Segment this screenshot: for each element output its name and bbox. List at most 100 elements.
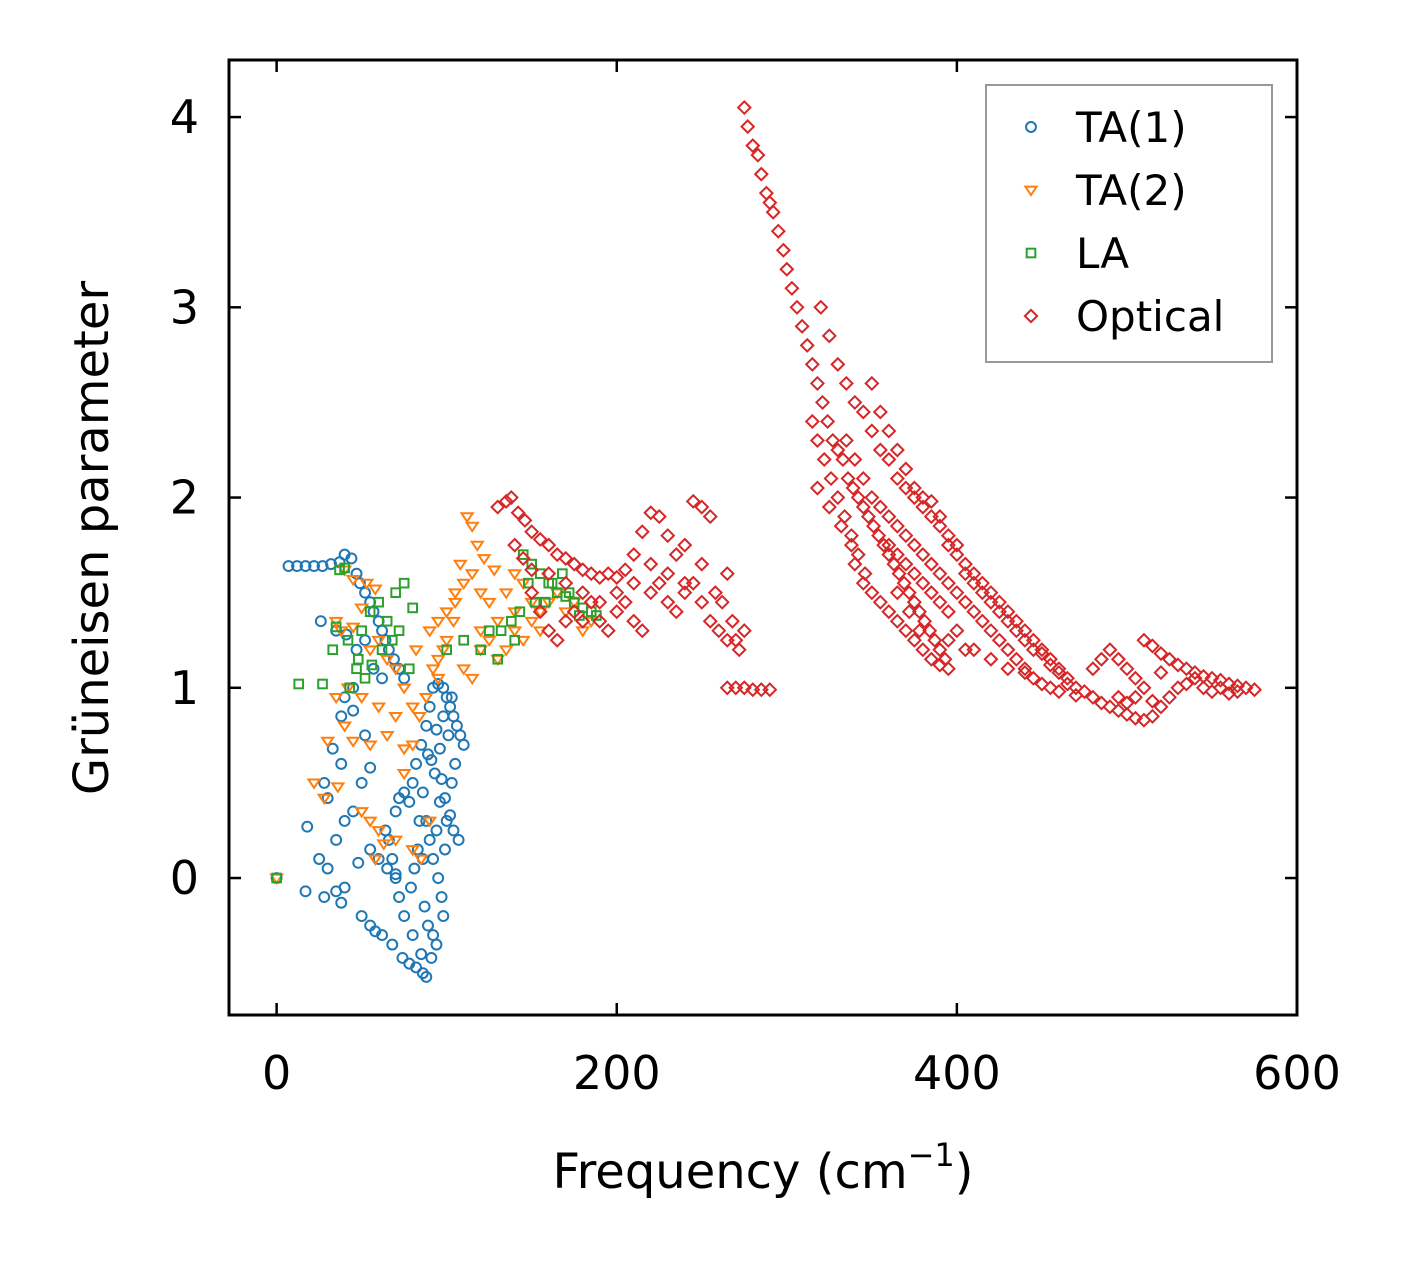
point-square	[534, 568, 546, 579]
point-diamond	[515, 550, 531, 566]
point-diamond	[940, 632, 956, 648]
point-diamond	[583, 566, 599, 582]
point-triangle-down	[490, 616, 506, 629]
point-diamond	[1119, 695, 1135, 711]
point-diamond	[784, 280, 800, 296]
point-triangle-down	[330, 782, 346, 794]
point-diamond	[1110, 703, 1126, 719]
point-diamond	[1229, 678, 1246, 694]
point-square	[509, 634, 521, 646]
point-triangle-down	[459, 512, 475, 524]
point-square	[373, 596, 384, 608]
point-diamond	[821, 328, 837, 344]
point-diamond	[1042, 657, 1058, 673]
point-circle	[299, 560, 312, 572]
point-circle	[444, 809, 457, 822]
plot-frame	[227, 58, 1299, 1017]
point-triangle-down	[367, 584, 383, 596]
point-diamond	[838, 375, 854, 391]
y-tick-label: 3	[170, 280, 199, 334]
point-circle	[364, 761, 377, 774]
x-tick-label: 200	[573, 1046, 661, 1100]
point-diamond	[541, 566, 557, 582]
point-diamond	[1059, 670, 1075, 686]
point-square	[317, 678, 328, 690]
point-diamond	[932, 509, 948, 525]
point-circle	[406, 776, 419, 789]
point-square	[526, 558, 538, 570]
point-diamond	[825, 432, 841, 449]
point-diamond	[957, 556, 973, 572]
point-square	[293, 678, 305, 690]
point-diamond	[1110, 651, 1126, 667]
point-diamond	[864, 375, 880, 391]
point-triangle-down	[337, 721, 353, 733]
point-diamond	[1000, 661, 1016, 677]
point-circle	[355, 776, 368, 789]
point-circle	[439, 792, 451, 805]
point-diamond	[507, 537, 523, 553]
point-circle	[410, 757, 423, 770]
point-diamond	[889, 547, 905, 563]
point-triangle-down	[354, 692, 370, 705]
point-triangle-down	[396, 769, 412, 781]
point-triangle-down	[345, 622, 361, 634]
point-diamond	[898, 556, 914, 572]
point-diamond	[898, 528, 914, 544]
point-circle	[389, 868, 402, 881]
point-diamond	[1042, 651, 1058, 667]
legend-label: TA(1)	[1075, 103, 1187, 152]
point-diamond	[906, 537, 922, 553]
point-diamond	[940, 537, 956, 553]
point-diamond	[714, 594, 730, 610]
point-triangle-down	[430, 673, 446, 686]
point-diamond	[1017, 632, 1033, 648]
point-square	[339, 562, 350, 574]
point-diamond	[660, 566, 676, 582]
point-diamond	[809, 375, 825, 391]
point-triangle-down	[362, 816, 378, 828]
point-circle	[381, 862, 394, 875]
point-diamond	[923, 585, 939, 601]
point-diamond	[789, 299, 805, 315]
point-diamond	[830, 442, 846, 458]
point-diamond	[643, 556, 659, 572]
point-circle	[432, 872, 445, 884]
point-diamond	[609, 604, 625, 620]
point-circle	[359, 586, 372, 599]
point-triangle-down	[328, 692, 344, 705]
point-diamond	[898, 461, 914, 477]
point-square	[546, 577, 558, 589]
point-diamond	[1042, 680, 1058, 696]
point-diamond	[1212, 680, 1229, 696]
point-triangle-down	[359, 578, 375, 590]
point-diamond	[906, 632, 922, 648]
point-circle	[430, 824, 443, 837]
point-diamond	[1195, 680, 1211, 696]
series-ta-2	[269, 512, 599, 885]
point-triangle-down	[507, 626, 523, 638]
point-diamond	[940, 528, 956, 544]
point-circle	[437, 710, 450, 723]
point-diamond	[609, 585, 625, 601]
point-diamond	[860, 509, 876, 525]
point-circle	[413, 815, 426, 827]
point-triangle-down	[316, 793, 332, 805]
point-diamond	[872, 499, 888, 515]
point-diamond	[1000, 642, 1016, 658]
point-triangle-down	[481, 597, 497, 610]
point-triangle-down	[379, 731, 395, 743]
point-diamond	[745, 138, 761, 154]
point-circle	[313, 853, 326, 865]
point-diamond	[1051, 684, 1067, 700]
point-diamond	[845, 480, 861, 496]
point-square	[529, 596, 541, 608]
point-diamond	[1093, 695, 1109, 711]
point-diamond	[983, 651, 999, 667]
point-circle	[445, 776, 458, 789]
point-triangle-down	[456, 664, 472, 676]
point-square	[359, 672, 371, 684]
point-diamond	[1144, 638, 1160, 654]
point-diamond	[1025, 642, 1041, 658]
point-diamond	[1187, 670, 1203, 686]
